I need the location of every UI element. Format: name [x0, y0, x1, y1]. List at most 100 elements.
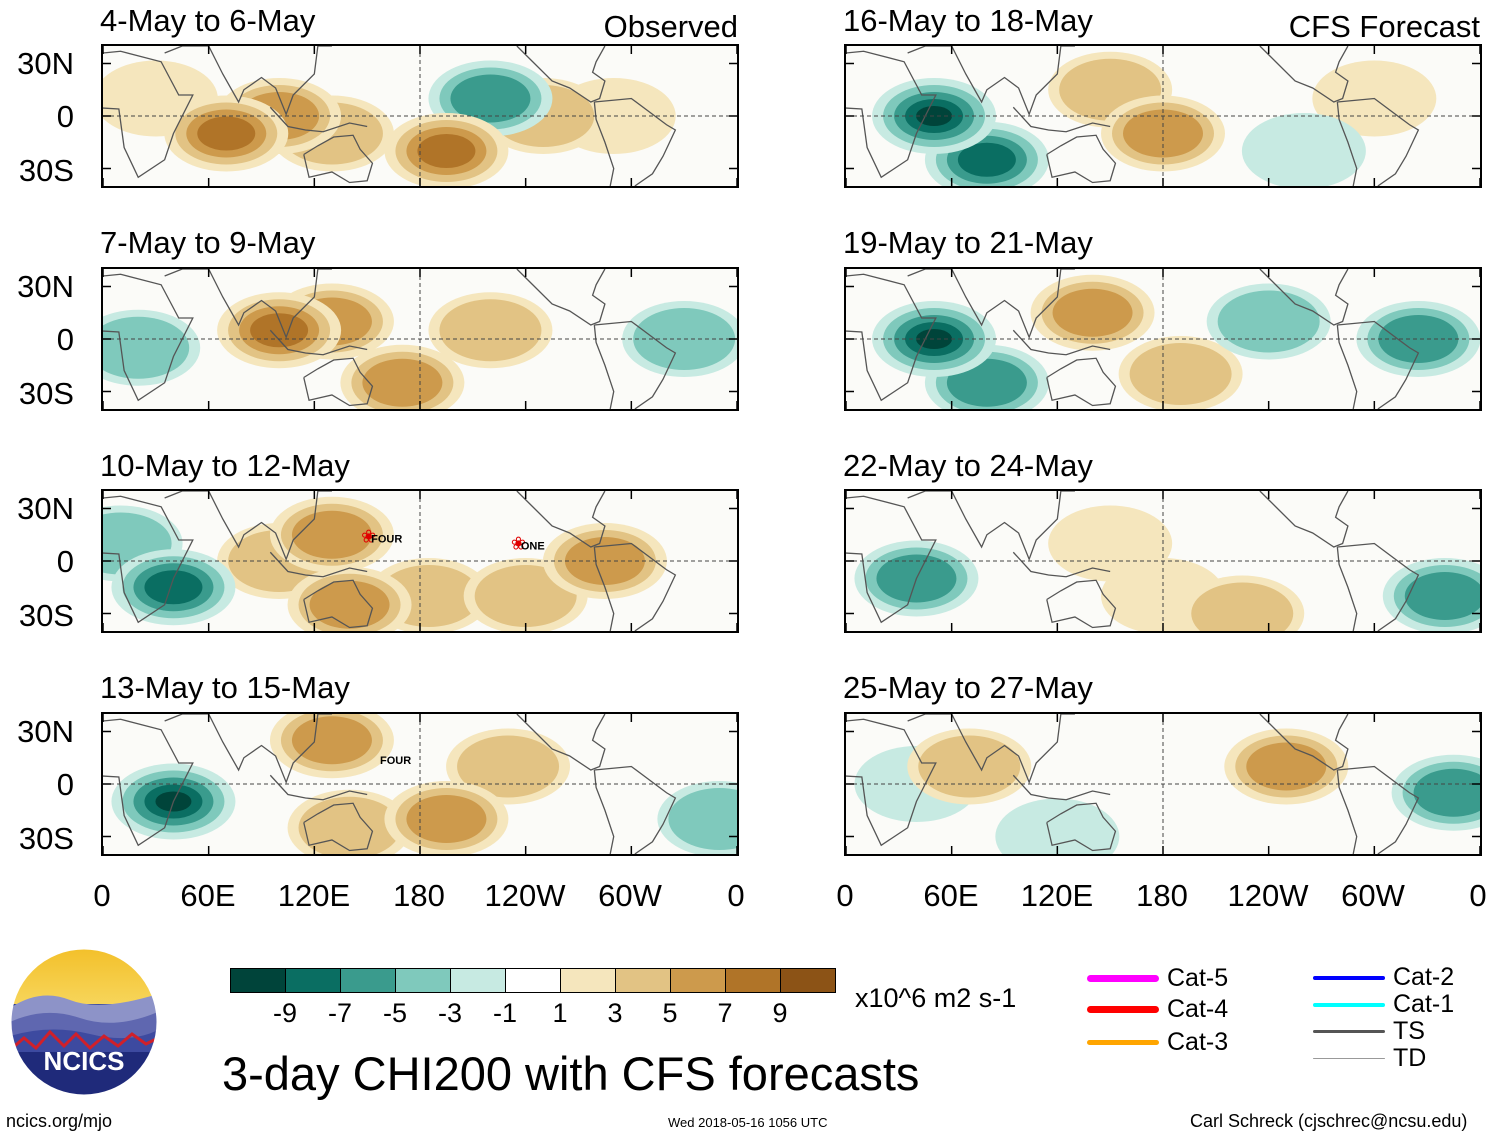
colorbar-swatch-7 — [561, 969, 616, 992]
coastline-2-1 — [103, 273, 194, 402]
colorbar-units: x10^6 m2 s-1 — [855, 983, 1017, 1013]
lon-label-l-3: 180 — [393, 878, 445, 913]
coastline-7-1 — [846, 495, 937, 624]
lon-label-l-5: 60W — [598, 878, 662, 913]
coastline-1-7 — [594, 97, 677, 186]
anomaly-3-7-3 — [564, 537, 645, 585]
lat-label-30n-r3: 30N — [17, 491, 74, 526]
lon-label-l-6: 0 — [727, 878, 745, 913]
footer-url[interactable]: ncics.org/mjo — [6, 1111, 113, 1131]
legend-label-ts: TS — [1393, 1017, 1425, 1045]
storm-label-four: FOUR — [380, 755, 411, 767]
map-svg-6 — [846, 269, 1480, 409]
lon-label-r-6: 0 — [1469, 878, 1487, 913]
coastline-6-1 — [846, 273, 937, 402]
panel-title-4: 13-May to 15-May — [100, 670, 350, 705]
map-svg-3: ❀FOUR ❀ONE — [103, 491, 737, 631]
lon-label-l-2: 120E — [277, 878, 351, 913]
lon-label-r-5: 60W — [1341, 878, 1405, 913]
coastline-4-7 — [594, 765, 677, 854]
coastline-7-4 — [1012, 551, 1111, 578]
anomaly-8-3-2 — [918, 735, 1021, 798]
legend-td: TD — [1313, 1044, 1426, 1073]
legend-cat-4: Cat-4 — [1087, 995, 1228, 1024]
lon-label-l-0: 0 — [93, 878, 111, 913]
coastline-4-3 — [303, 802, 374, 852]
coastline-8-5 — [1259, 714, 1349, 771]
legend-ts: TS — [1313, 1017, 1425, 1046]
lon-label-r-0: 0 — [836, 878, 854, 913]
panel-title-2: 7-May to 9-May — [100, 225, 316, 260]
anomaly-3-8-4 — [144, 570, 203, 605]
map-svg-2 — [103, 269, 737, 409]
coastline-6-2 — [907, 269, 1075, 340]
anomaly-6-5-3 — [1378, 315, 1459, 363]
coastline-5-1 — [846, 50, 937, 179]
coastline-6-3 — [1046, 357, 1117, 407]
legend-label-cat-2: Cat-2 — [1393, 963, 1455, 991]
colorbar-tick-4: -3 — [437, 998, 462, 1028]
anomaly-2-1-2 — [439, 299, 542, 362]
map-panel-6 — [844, 267, 1482, 411]
panel-title-1: 4-May to 6-May — [100, 3, 316, 38]
legend-line-cat-2 — [1313, 975, 1385, 980]
coastline-2-6 — [593, 324, 615, 409]
map-svg-8 — [846, 714, 1480, 854]
legend-line-ts — [1313, 1030, 1385, 1033]
map-panel-4: FOUR — [101, 712, 739, 856]
colorbar-swatch-5 — [451, 969, 506, 992]
coastline-5-7 — [1337, 97, 1420, 186]
colorbar-tick-10: 9 — [772, 998, 788, 1028]
coastline-2-3 — [303, 357, 374, 407]
legend-label-cat-4: Cat-4 — [1167, 995, 1229, 1023]
coastline-1-1 — [103, 50, 194, 179]
coastline-7-5 — [1259, 491, 1349, 548]
coastline-8-1 — [846, 718, 937, 847]
legend-line-cat-3 — [1087, 1040, 1159, 1045]
coastline-1-5 — [516, 46, 606, 103]
coastline-3-5 — [516, 491, 606, 548]
coastline-6-4 — [1012, 329, 1111, 356]
coastline-8-7 — [1337, 765, 1420, 854]
coastline-5-4 — [1012, 106, 1111, 133]
colorbar-swatch-2 — [286, 969, 341, 992]
main-title: 3-day CHI200 with CFS forecasts — [222, 1047, 920, 1100]
legend-label-cat-5: Cat-5 — [1167, 964, 1229, 992]
anomaly-5-6-5 — [916, 106, 953, 126]
anomaly-5-2-1 — [1241, 113, 1366, 186]
coastline-8-2 — [907, 714, 1075, 785]
storm-marker-four: FOUR — [380, 755, 411, 767]
coastline-1-3 — [303, 134, 374, 184]
anomaly-3-3-2 — [474, 565, 577, 627]
coastline-1-6 — [593, 101, 615, 186]
map-panel-1 — [101, 44, 739, 188]
logo-text: NCICS — [44, 1046, 125, 1076]
coastline-3-3 — [303, 579, 374, 629]
anomaly-2-5-3 — [362, 358, 443, 407]
colorbar-swatch-3 — [341, 969, 396, 992]
coastline-7-2 — [907, 491, 1075, 562]
colorbar-tick-7: 3 — [607, 998, 623, 1028]
anomaly-8-2-1 — [995, 798, 1120, 854]
storm-marker-one: ❀ONE — [511, 534, 545, 555]
colorbar-tick-8: 5 — [662, 998, 678, 1028]
coastline-4-1 — [103, 718, 194, 847]
panel-title-6: 19-May to 21-May — [843, 225, 1093, 260]
coastline-7-3 — [1046, 579, 1117, 629]
coastline-4-6 — [593, 769, 615, 854]
anomaly-8-5-3 — [1413, 768, 1480, 817]
map-svg-1 — [103, 46, 737, 186]
hurricane-icon: ❀ — [361, 527, 376, 548]
coastline-1-4 — [269, 106, 368, 133]
map-svg-5 — [846, 46, 1480, 186]
map-svg-4: FOUR — [103, 714, 737, 854]
anomaly-3-5-3 — [291, 510, 372, 559]
colorbar-tick-3: -5 — [382, 998, 407, 1028]
coastline-8-4 — [1012, 774, 1111, 801]
anomaly-4-2-2 — [298, 796, 401, 854]
lon-label-r-2: 120E — [1020, 878, 1094, 913]
colorbar-tick-5: -1 — [492, 998, 517, 1028]
anomaly-8-4-3 — [1246, 742, 1327, 791]
legend-line-cat-5 — [1087, 975, 1159, 982]
anomaly-4-5-3 — [406, 795, 487, 843]
